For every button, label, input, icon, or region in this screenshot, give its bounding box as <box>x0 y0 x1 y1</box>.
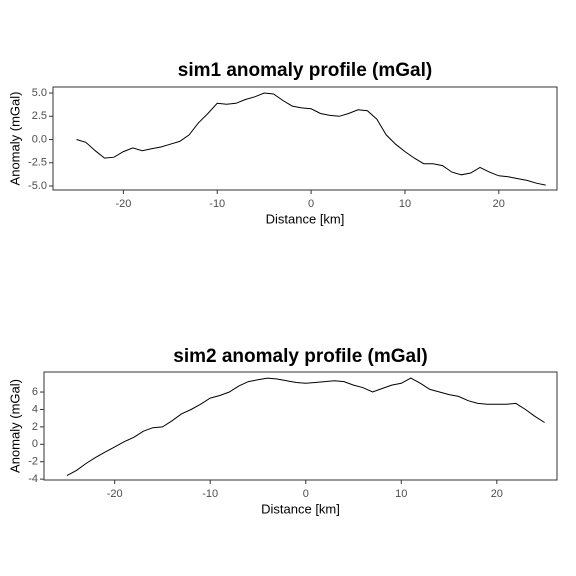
x-axis-title: Distance [km] <box>261 501 340 516</box>
x-tick-label: 20 <box>491 488 503 500</box>
x-tick-label: 10 <box>395 488 407 500</box>
chart-title: sim1 anomaly profile (mGal) <box>178 60 432 81</box>
y-tick-label: -4 <box>28 473 38 485</box>
chart-title: sim2 anomaly profile (mGal) <box>173 346 427 367</box>
y-tick-label: 4 <box>32 403 38 415</box>
x-tick-label: 0 <box>308 198 314 210</box>
y-tick-label: 6 <box>32 386 38 398</box>
plot-border <box>52 86 558 191</box>
y-tick-label: 5.0 <box>32 87 47 99</box>
y-tick-label: -5.0 <box>28 180 47 192</box>
y-axis-title: Anomaly (mGal) <box>7 92 22 186</box>
x-axis-title: Distance [km] <box>266 211 345 226</box>
x-tick-label: -20 <box>115 198 131 210</box>
y-tick-label: -2.5 <box>28 157 47 169</box>
chart-panel: sim1 anomaly profile (mGal) -20 -10 0 10 20 -5… <box>7 60 558 226</box>
x-tick-label: 10 <box>399 198 411 210</box>
chart-panel: sim2 anomaly profile (mGal)-20 -10 0 10 20-4… <box>7 346 558 516</box>
x-tick-label: -10 <box>202 488 218 500</box>
x-tick-label: -20 <box>107 488 123 500</box>
x-tick-label: 0 <box>303 488 309 500</box>
y-tick-label: -2 <box>28 456 38 468</box>
x-tick-label: 20 <box>493 198 505 210</box>
y-tick-label: 0.0 <box>32 133 47 145</box>
data-line <box>66 377 545 477</box>
x-tick-label: -10 <box>209 198 225 210</box>
y-tick-label: 2.5 <box>32 110 47 122</box>
y-tick-label: 2 <box>32 421 38 433</box>
y-axis-title: Anomaly (mGal) <box>7 379 22 473</box>
plot-border <box>43 371 558 481</box>
data-line <box>76 92 546 186</box>
y-tick-label: 0 <box>32 438 38 450</box>
